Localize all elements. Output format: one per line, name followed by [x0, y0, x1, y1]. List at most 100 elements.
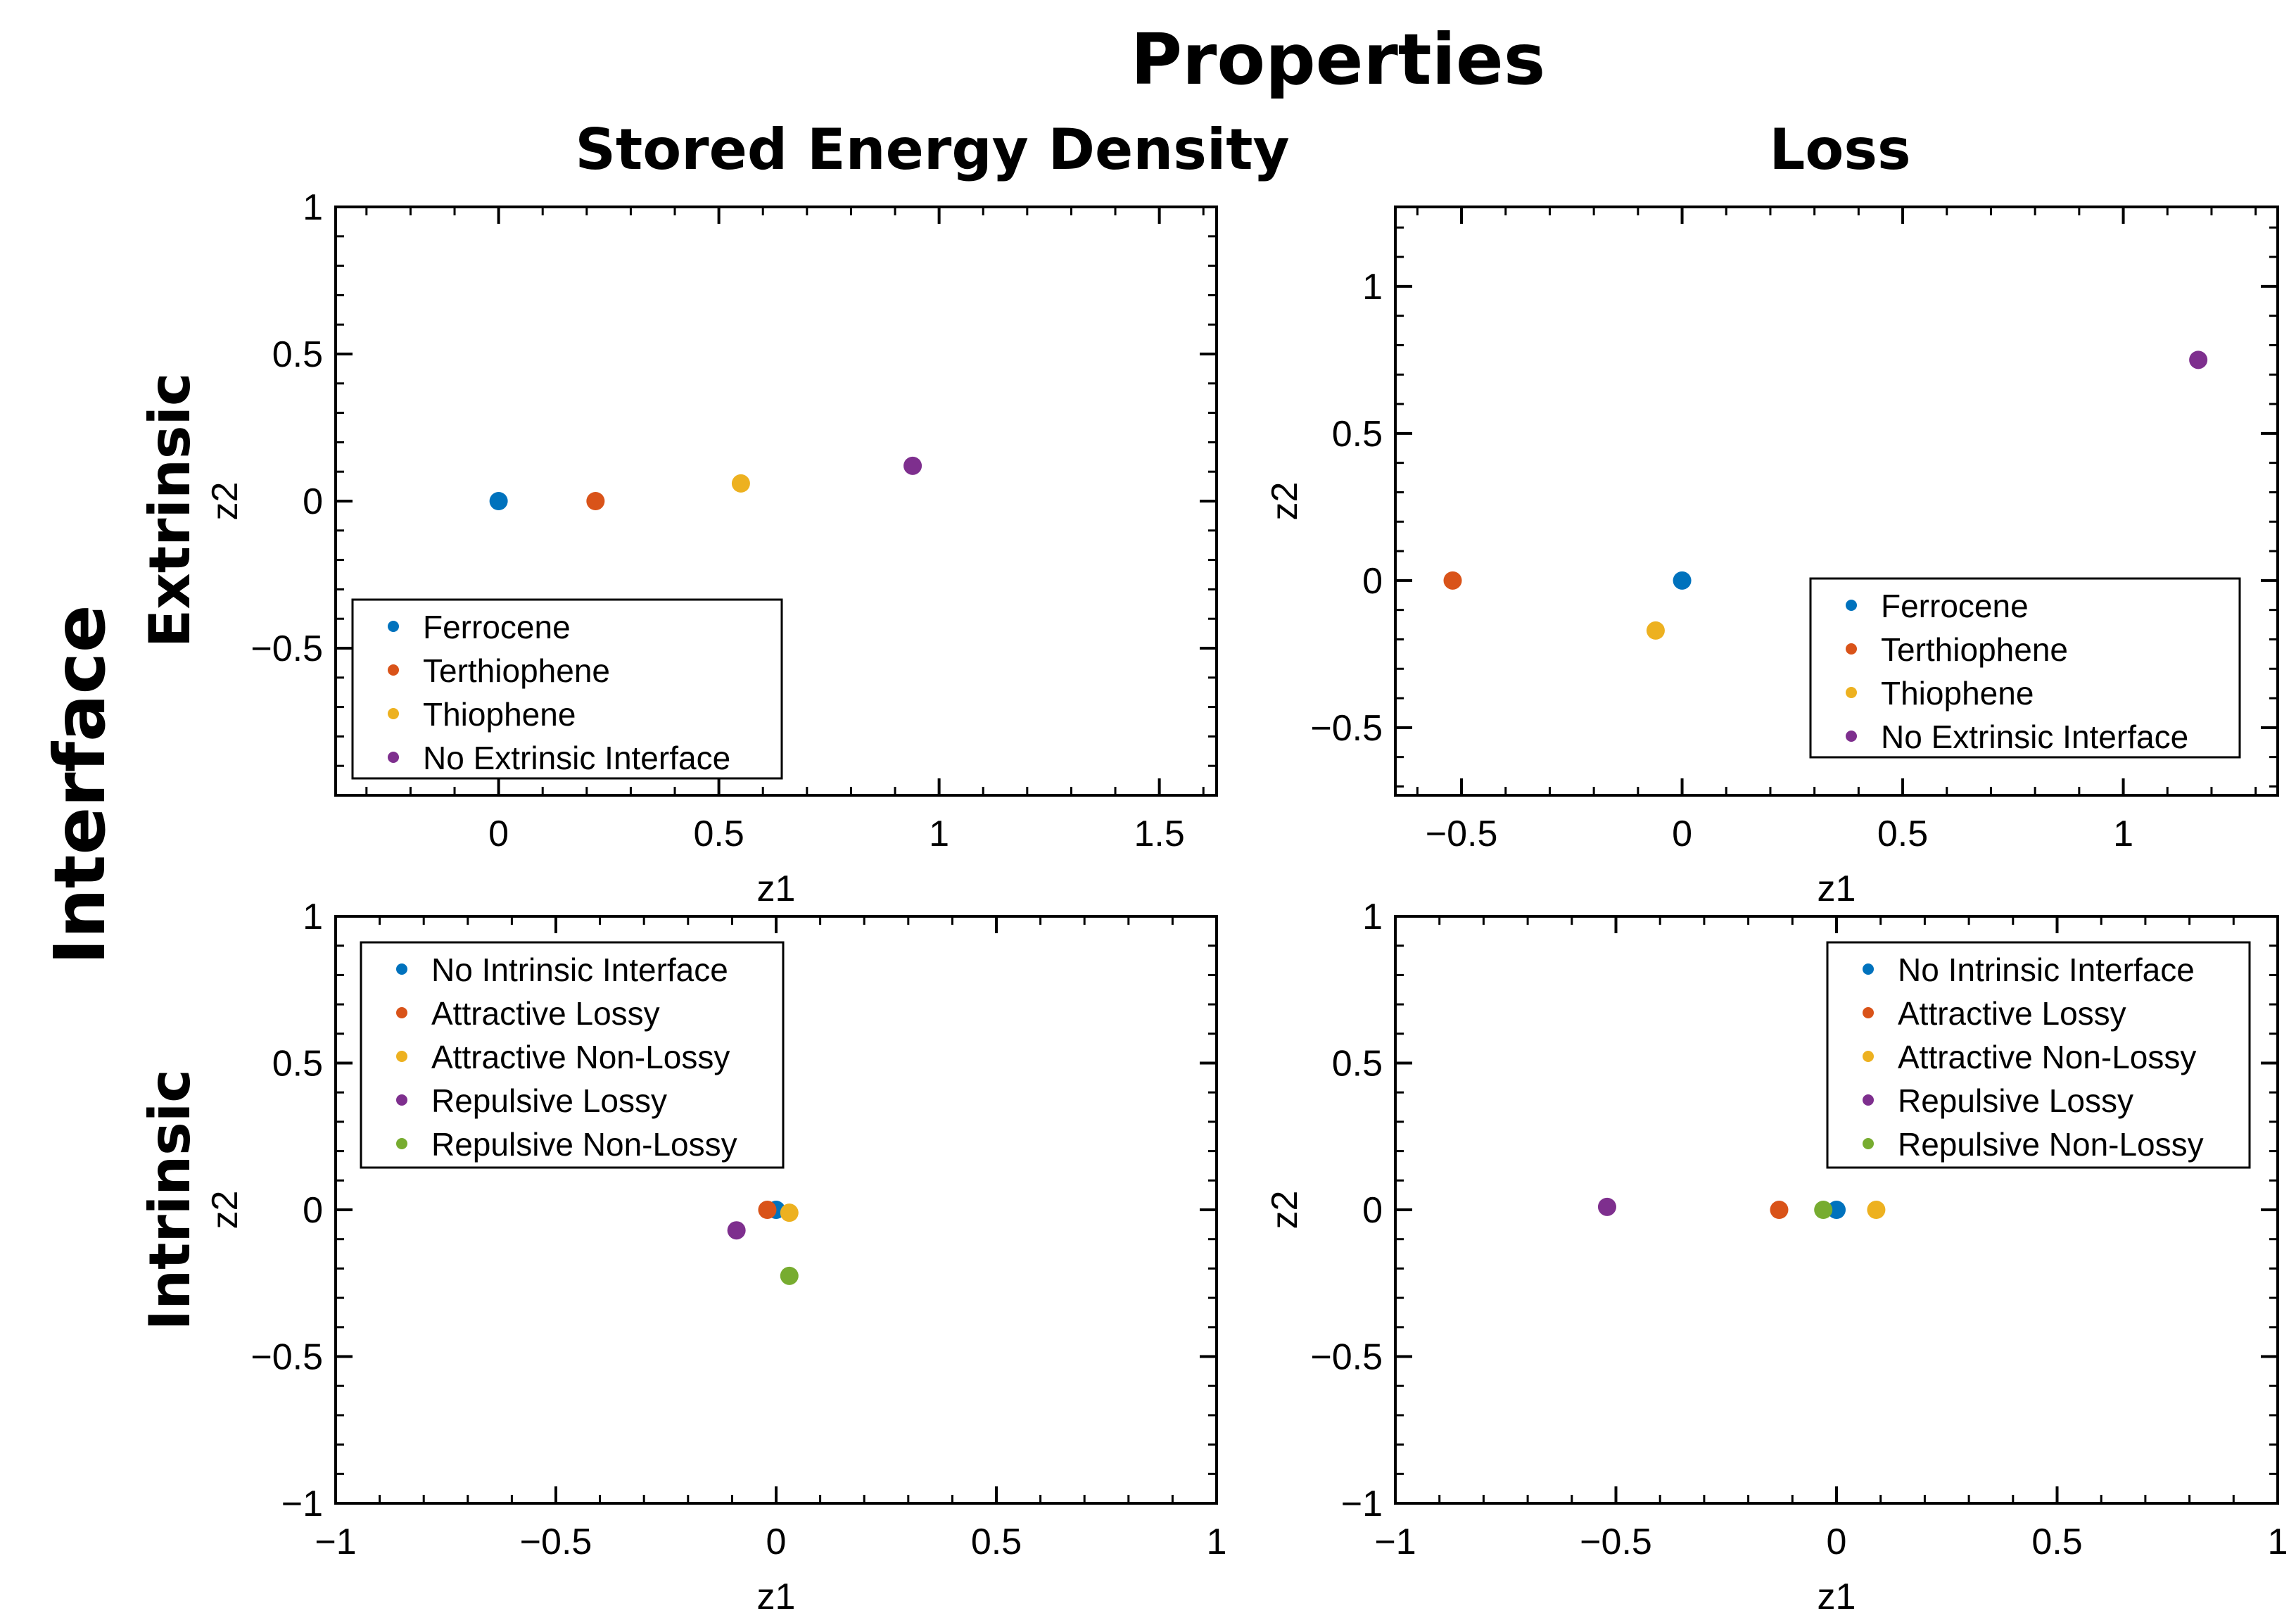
- data-point: [489, 492, 508, 510]
- legend-box: [360, 941, 785, 1169]
- legend-marker: [1846, 600, 1857, 611]
- x-tick-label: −0.5: [1426, 814, 1498, 854]
- x-axis-label: z1: [1818, 1576, 1856, 1617]
- data-point: [731, 474, 750, 493]
- legend-label: No Extrinsic Interface: [1881, 719, 2188, 755]
- y-tick-label: 0: [303, 1190, 323, 1231]
- legend-label: Ferrocene: [1881, 588, 2029, 624]
- x-tick-label: 0.5: [971, 1522, 1022, 1562]
- x-tick-label: 1: [929, 814, 949, 854]
- legend-marker: [1846, 643, 1857, 655]
- figure-title: Properties: [1130, 18, 1546, 101]
- y-tick-label: −1: [281, 1484, 323, 1524]
- legend-marker: [1863, 1007, 1874, 1018]
- x-axis-label: z1: [757, 868, 796, 909]
- legend: No Intrinsic Interface Attractive Lossy At…: [360, 941, 785, 1169]
- data-point: [1867, 1201, 1886, 1219]
- legend-marker: [1863, 1051, 1874, 1062]
- legend-marker: [388, 752, 399, 763]
- x-tick-label: 1: [2113, 814, 2133, 854]
- x-tick-label: 0: [488, 814, 509, 854]
- chart-1: 0 0.5 1 1.5 −0.5 0 0.5 1 z1 z2 Ferrocene Terthiophe…: [205, 187, 1218, 909]
- legend-box: [351, 598, 783, 780]
- data-point: [1770, 1201, 1789, 1219]
- x-tick-label: −0.5: [1580, 1522, 1652, 1562]
- legend-marker: [1846, 731, 1857, 742]
- x-tick-label: 1.5: [1134, 814, 1184, 854]
- y-tick-label: 1: [1362, 897, 1383, 937]
- data-point: [903, 456, 922, 475]
- y-axis-label: z2: [1264, 482, 1305, 521]
- legend-label: Thiophene: [1881, 675, 2034, 712]
- x-axis-label: z1: [757, 1576, 796, 1617]
- legend-label: No Intrinsic Interface: [1898, 952, 2195, 988]
- data-point: [2189, 350, 2208, 369]
- x-tick-label: −0.5: [520, 1522, 592, 1562]
- y-tick-label: 1: [1362, 267, 1383, 308]
- legend: No Intrinsic Interface Attractive Lossy At…: [1826, 941, 2251, 1169]
- x-tick-label: 0.5: [2031, 1522, 2082, 1562]
- legend-marker: [388, 708, 399, 719]
- data-point: [758, 1201, 777, 1219]
- data-point: [1597, 1197, 1616, 1216]
- y-axis-label: z2: [205, 482, 246, 521]
- y-tick-label: 0.5: [272, 1044, 323, 1085]
- data-point: [1673, 571, 1692, 590]
- data-point: [727, 1221, 746, 1240]
- y-tick-label: 1: [303, 897, 323, 937]
- plot-frame: [1394, 206, 2279, 797]
- legend-marker: [1863, 1138, 1874, 1149]
- data-point: [1443, 571, 1462, 590]
- legend-box: [1809, 577, 2241, 759]
- column-title-stored-energy-density: Stored Energy Density: [575, 117, 1290, 182]
- legend-label: Repulsive Non-Lossy: [431, 1126, 737, 1163]
- legend-label: Ferrocene: [423, 609, 571, 645]
- y-tick-label: −1: [1341, 1484, 1383, 1524]
- legend-marker: [1863, 1094, 1874, 1106]
- legend-label: Repulsive Non-Lossy: [1898, 1126, 2204, 1163]
- column-title-loss: Loss: [1769, 117, 1911, 182]
- y-tick-label: 0.5: [1332, 1044, 1383, 1085]
- legend-box: [1826, 941, 2251, 1169]
- y-tick-label: −0.5: [1310, 1337, 1383, 1378]
- legend: Ferrocene Terthiophene Thiophene No Extrins…: [1809, 577, 2241, 759]
- data-point: [1814, 1201, 1833, 1219]
- y-tick-label: 0: [1362, 1190, 1383, 1231]
- y-tick-label: 1: [303, 187, 323, 228]
- legend-marker: [388, 664, 399, 676]
- y-tick-label: 0: [1362, 561, 1383, 602]
- legend-label: Thiophene: [423, 696, 576, 733]
- x-tick-label: 0: [766, 1522, 787, 1562]
- legend-marker: [396, 1138, 407, 1149]
- x-tick-label: 0.5: [1877, 814, 1928, 854]
- y-tick-label: −0.5: [1310, 708, 1383, 749]
- legend-label: Repulsive Lossy: [1898, 1082, 2133, 1119]
- legend-marker: [396, 1051, 407, 1062]
- legend-label: Terthiophene: [423, 652, 610, 689]
- legend-label: Terthiophene: [1881, 631, 2068, 668]
- legend-label: No Intrinsic Interface: [431, 952, 728, 988]
- legend-label: Attractive Lossy: [1898, 995, 2126, 1032]
- legend-marker: [396, 963, 407, 975]
- legend-marker: [1846, 687, 1857, 698]
- data-point: [586, 492, 605, 510]
- y-tick-label: 0.5: [272, 334, 323, 375]
- legend: Ferrocene Terthiophene Thiophene No Extrins…: [351, 598, 783, 780]
- x-tick-label: −1: [315, 1522, 356, 1562]
- data-point: [780, 1266, 799, 1285]
- x-tick-label: 0.5: [693, 814, 744, 854]
- legend-label: Attractive Non-Lossy: [1898, 1039, 2196, 1075]
- legend-marker: [396, 1007, 407, 1018]
- x-tick-label: 0: [1827, 1522, 1847, 1562]
- x-tick-label: 1: [2268, 1522, 2288, 1562]
- data-point: [780, 1203, 799, 1222]
- x-tick-label: 1: [1207, 1522, 1227, 1562]
- chart-2: −0.5 0 0.5 1 −0.5 0 0.5 1 z1 z2 Ferrocene Terthioph…: [1264, 206, 2279, 909]
- legend-marker: [1863, 963, 1874, 975]
- y-tick-label: −0.5: [250, 1337, 323, 1378]
- x-axis-label: z1: [1818, 868, 1856, 909]
- legend-label: No Extrinsic Interface: [423, 740, 730, 776]
- y-tick-label: 0.5: [1332, 414, 1383, 455]
- legend-marker: [396, 1094, 407, 1106]
